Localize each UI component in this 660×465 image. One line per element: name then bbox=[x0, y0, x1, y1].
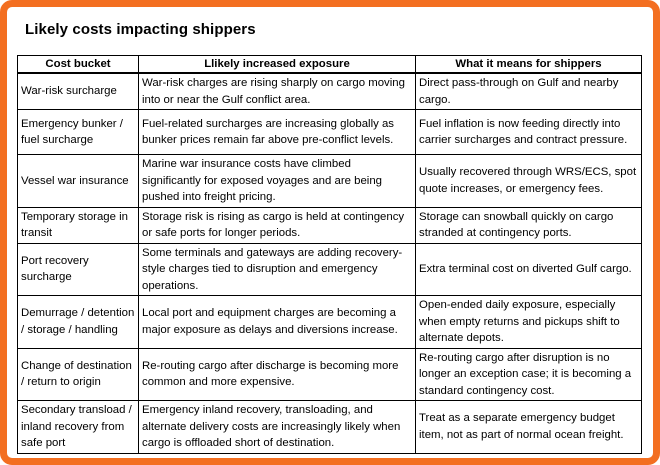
cell-cost-bucket: Emergency bunker / fuel surcharge bbox=[17, 109, 139, 155]
cell-cost-bucket: Demurrage / detention / storage / handli… bbox=[17, 295, 139, 349]
cell-exposure: War-risk charges are rising sharply on c… bbox=[138, 72, 416, 110]
cell-cost-bucket: Port recovery surcharge bbox=[17, 242, 139, 296]
table-row: Demurrage / detention / storage / handli… bbox=[17, 295, 642, 349]
costs-table: Cost bucket Llikely increased exposure W… bbox=[17, 55, 642, 454]
table-row: Change of destination / return to origin… bbox=[17, 347, 642, 401]
header-shipper-meaning: What it means for shippers bbox=[415, 55, 642, 74]
cell-exposure: Emergency inland recovery, transloading,… bbox=[138, 400, 416, 454]
cell-meaning: Open-ended daily exposure, especially wh… bbox=[415, 295, 642, 349]
table-row: Secondary transload / inland recovery fr… bbox=[17, 400, 642, 454]
table-row: War-risk surcharge War-risk charges are … bbox=[17, 72, 642, 110]
cell-cost-bucket: Vessel war insurance bbox=[17, 154, 139, 208]
cell-exposure: Storage risk is rising as cargo is held … bbox=[138, 206, 416, 244]
table-row: Vessel war insurance Marine war insuranc… bbox=[17, 154, 642, 208]
page-title: Likely costs impacting shippers bbox=[25, 21, 256, 38]
cell-cost-bucket: Change of destination / return to origin bbox=[17, 347, 139, 401]
cell-meaning: Re-routing cargo after disruption is no … bbox=[415, 347, 642, 401]
table-row: Temporary storage in transit Storage ris… bbox=[17, 206, 642, 244]
header-likely-exposure: Llikely increased exposure bbox=[138, 55, 416, 74]
cell-meaning: Direct pass-through on Gulf and nearby c… bbox=[415, 72, 642, 110]
cell-exposure: Marine war insurance costs have climbed … bbox=[138, 154, 416, 208]
cell-cost-bucket: Temporary storage in transit bbox=[17, 206, 139, 244]
cell-meaning: Extra terminal cost on diverted Gulf car… bbox=[415, 242, 642, 296]
cell-meaning: Treat as a separate emergency budget ite… bbox=[415, 400, 642, 454]
cell-meaning: Usually recovered through WRS/ECS, spot … bbox=[415, 154, 642, 208]
cell-meaning: Storage can snowball quickly on cargo st… bbox=[415, 206, 642, 244]
header-cost-bucket: Cost bucket bbox=[17, 55, 139, 74]
table-row: Emergency bunker / fuel surcharge Fuel-r… bbox=[17, 109, 642, 155]
cell-exposure: Re-routing cargo after discharge is beco… bbox=[138, 347, 416, 401]
cell-exposure: Fuel-related surcharges are increasing g… bbox=[138, 109, 416, 155]
cell-cost-bucket: War-risk surcharge bbox=[17, 72, 139, 110]
table-header-row: Cost bucket Llikely increased exposure W… bbox=[17, 55, 642, 74]
cell-meaning: Fuel inflation is now feeding directly i… bbox=[415, 109, 642, 155]
cell-exposure: Some terminals and gateways are adding r… bbox=[138, 242, 416, 296]
table-row: Port recovery surcharge Some terminals a… bbox=[17, 242, 642, 296]
cell-exposure: Local port and equipment charges are bec… bbox=[138, 295, 416, 349]
cell-cost-bucket: Secondary transload / inland recovery fr… bbox=[17, 400, 139, 454]
